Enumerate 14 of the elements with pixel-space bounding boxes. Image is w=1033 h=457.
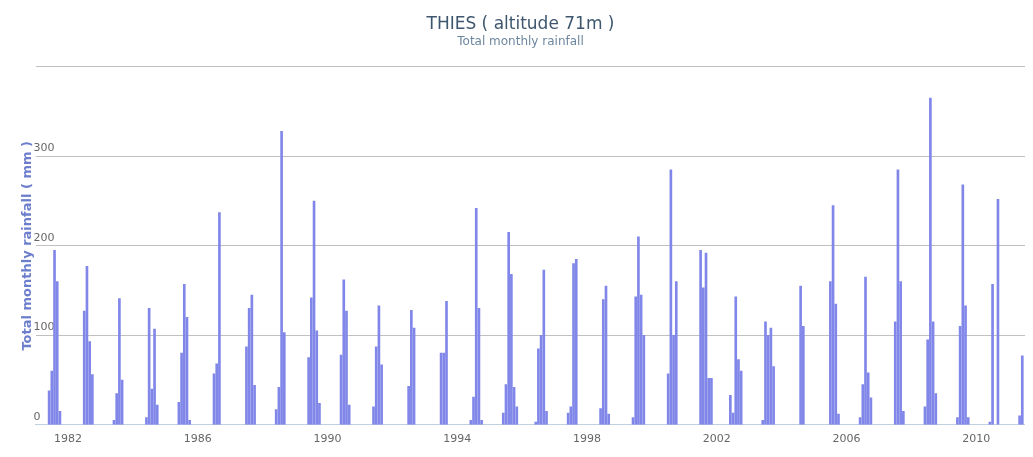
x-tick-label: 2006 bbox=[832, 432, 861, 446]
x-tick-label: 1990 bbox=[313, 432, 342, 446]
x-tick-label: 1994 bbox=[443, 432, 472, 446]
chart-title: THIES ( altitude 71m ) bbox=[425, 12, 615, 33]
x-tick-label: 1998 bbox=[573, 432, 602, 446]
x-tick-label: 2010 bbox=[962, 432, 991, 446]
x-tick-label: 1986 bbox=[183, 432, 212, 446]
y-tick-label: 0 bbox=[33, 409, 41, 423]
y-tick-label: 300 bbox=[33, 141, 55, 155]
y-axis-title: Total monthly rainfall ( mm ) bbox=[19, 141, 35, 351]
chart-subtitle: Total monthly rainfall bbox=[456, 33, 584, 48]
x-tick-label: 1982 bbox=[54, 432, 83, 446]
x-tick-label: 2002 bbox=[702, 432, 731, 446]
y-tick-label: 200 bbox=[33, 230, 55, 244]
